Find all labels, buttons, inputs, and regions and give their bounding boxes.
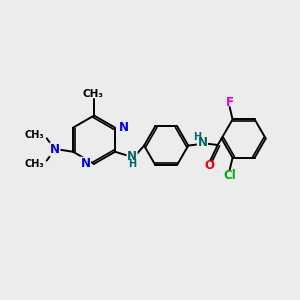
Text: F: F: [226, 96, 234, 109]
Text: CH₃: CH₃: [82, 89, 103, 99]
Text: N: N: [127, 150, 137, 163]
Text: H: H: [128, 159, 136, 169]
Text: CH₃: CH₃: [24, 159, 44, 169]
Text: O: O: [205, 159, 215, 172]
Text: H: H: [193, 132, 201, 142]
Text: Cl: Cl: [223, 169, 236, 182]
Text: N: N: [197, 136, 207, 148]
Text: N: N: [80, 157, 91, 170]
Text: N: N: [50, 143, 60, 156]
Text: CH₃: CH₃: [24, 130, 44, 140]
Text: N: N: [118, 121, 128, 134]
